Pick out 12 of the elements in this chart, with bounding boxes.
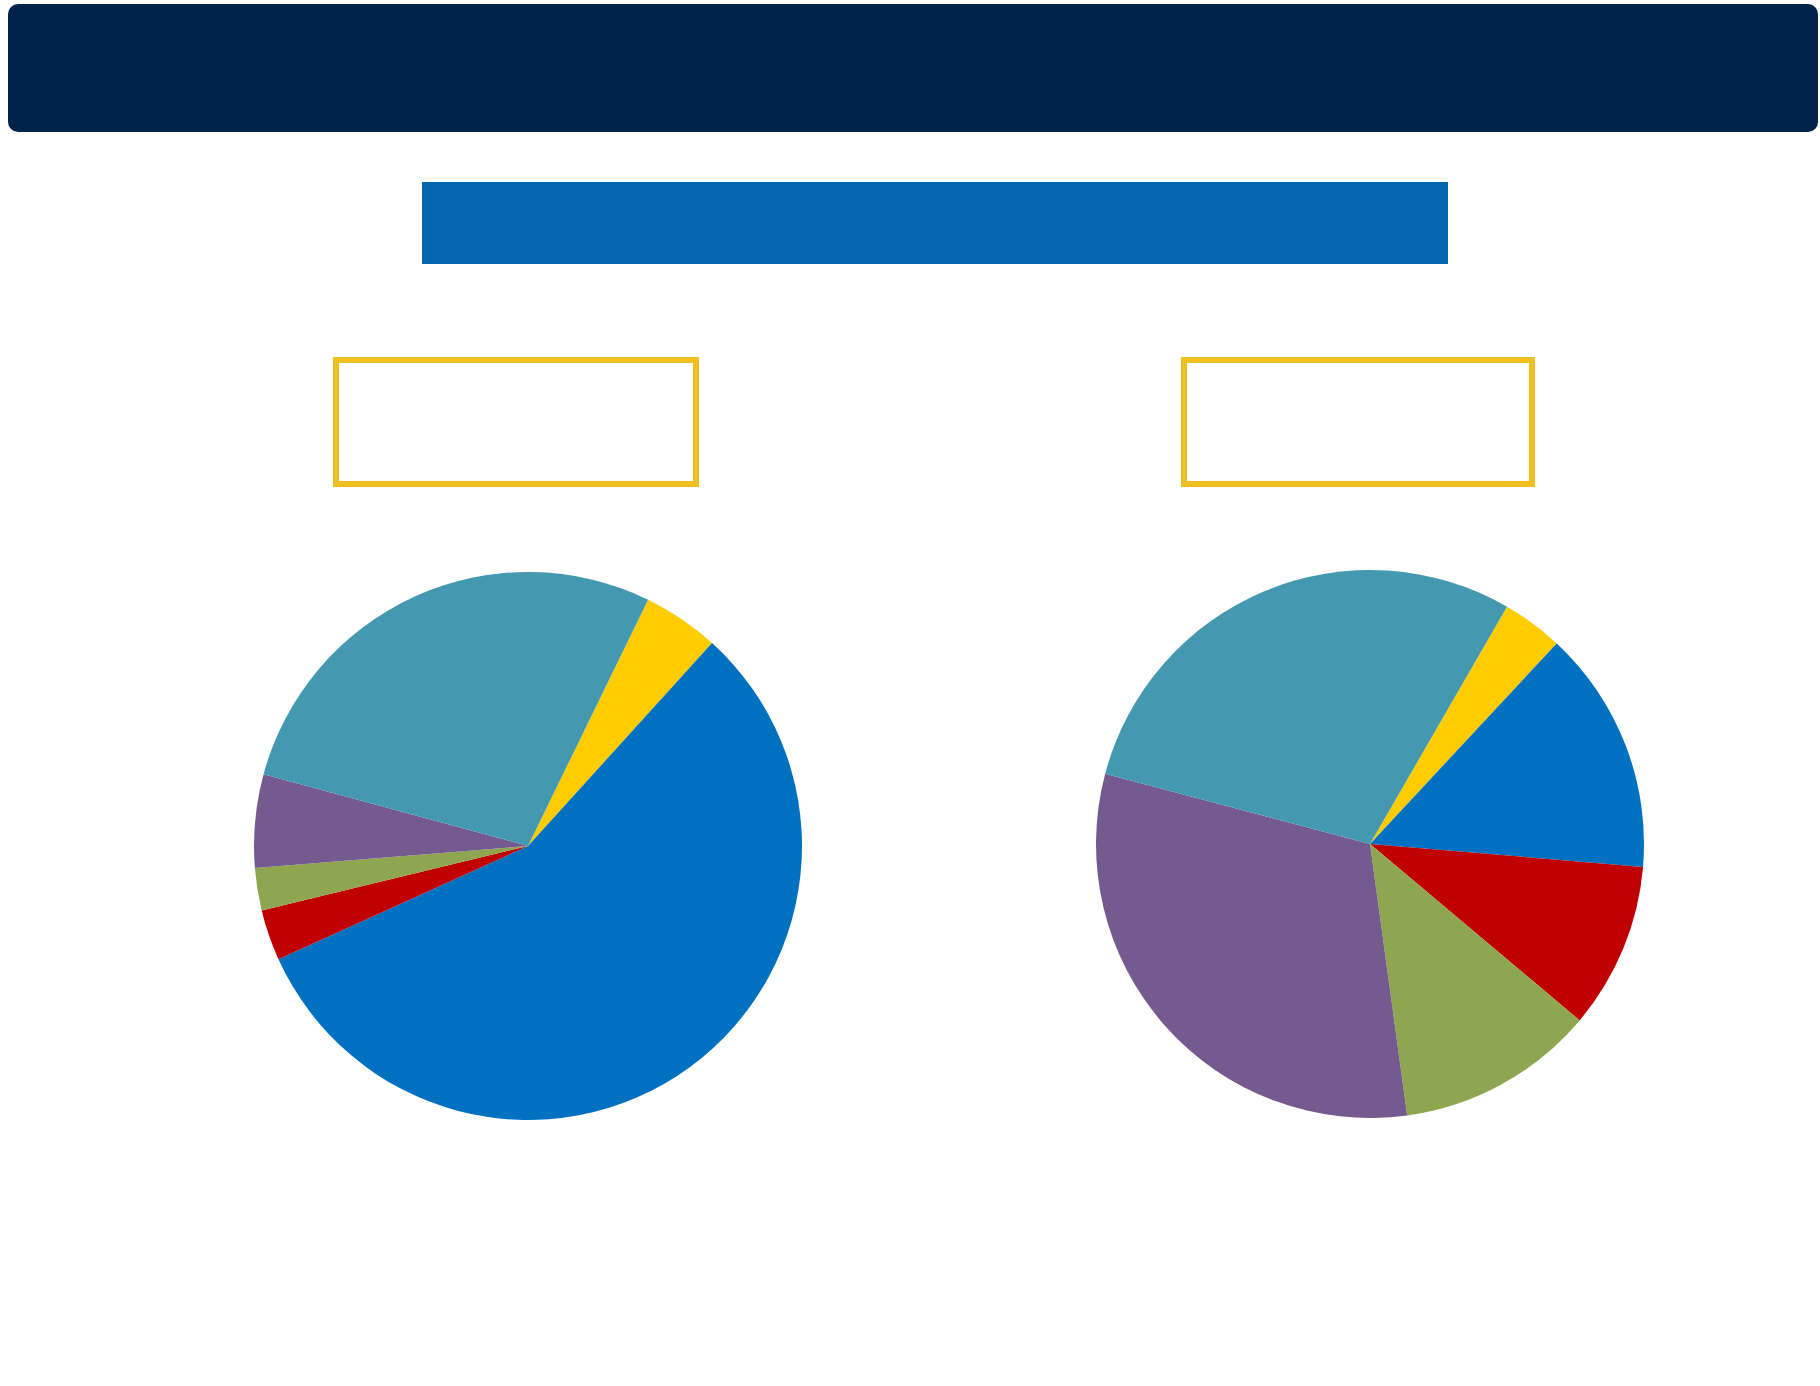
pie-slice <box>1370 643 1644 867</box>
pie-slice <box>528 599 713 846</box>
pie-slice <box>254 846 528 911</box>
pie-slice <box>1370 844 1580 1116</box>
pie-slice <box>1105 570 1507 844</box>
pie-slice <box>261 846 528 960</box>
pie-slice <box>254 774 528 868</box>
pie-slice <box>1370 606 1557 844</box>
pie-slice <box>1096 773 1408 1118</box>
pie-slice <box>1370 844 1644 1021</box>
pie-slice <box>263 572 649 846</box>
pie-slice <box>278 643 802 1120</box>
